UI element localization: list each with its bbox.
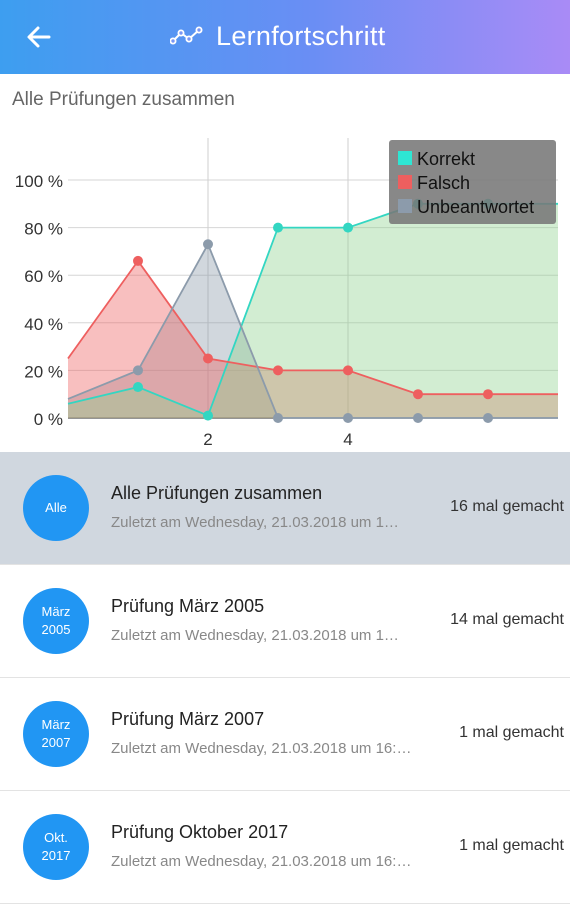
exam-avatar-label: März bbox=[41, 717, 71, 732]
data-point bbox=[413, 389, 423, 400]
exam-avatar-label: Alle bbox=[45, 500, 67, 515]
chart-section-title: Alle Prüfungen zusammen bbox=[12, 89, 235, 110]
x-tick-label: 4 bbox=[343, 430, 352, 449]
exam-last-taken: Zuletzt am Wednesday, 21.03.2018 um 16:… bbox=[111, 740, 412, 757]
legend-swatch bbox=[398, 151, 412, 165]
exam-avatar: Okt. 2017 bbox=[23, 814, 89, 880]
exam-title: Prüfung Oktober 2017 bbox=[111, 822, 289, 842]
y-tick-label: 40 % bbox=[24, 315, 63, 334]
exam-avatar-label: 2005 bbox=[41, 622, 71, 637]
data-point bbox=[203, 239, 213, 250]
exam-avatar-label: März bbox=[41, 604, 71, 619]
data-point bbox=[203, 353, 213, 364]
exam-list-item[interactable]: Alle Alle Prüfungen zusammen Zuletzt am We… bbox=[0, 452, 570, 565]
exam-avatar: März 2007 bbox=[23, 701, 89, 767]
exam-avatar-label: 2007 bbox=[41, 735, 71, 750]
legend-label: Unbeantwortet bbox=[417, 197, 534, 217]
data-point bbox=[273, 413, 283, 423]
progress-chart-icon bbox=[170, 26, 203, 45]
y-tick-label: 0 % bbox=[34, 410, 63, 429]
data-point bbox=[483, 389, 493, 400]
y-tick-label: 60 % bbox=[24, 267, 63, 286]
x-tick-label: 2 bbox=[203, 430, 212, 449]
data-point bbox=[133, 382, 143, 393]
exam-list-item[interactable]: Okt. 2017 Prüfung Oktober 2017 Zuletzt am W… bbox=[0, 791, 570, 904]
y-tick-label: 100 % bbox=[15, 172, 63, 191]
legend-swatch bbox=[398, 199, 412, 213]
series-area bbox=[68, 260, 558, 418]
legend-label: Korrekt bbox=[417, 149, 475, 169]
exam-last-taken: Zuletzt am Wednesday, 21.03.2018 um 1… bbox=[111, 627, 399, 644]
exam-title: Alle Prüfungen zusammen bbox=[111, 483, 323, 503]
exam-list-item[interactable]: März 2005 Prüfung März 2005 Zuletzt am Wedn… bbox=[0, 565, 570, 678]
legend-swatch bbox=[398, 175, 412, 189]
back-arrow-icon[interactable] bbox=[22, 20, 56, 54]
series-area bbox=[68, 244, 558, 418]
page-title: Lernfortschritt bbox=[216, 20, 386, 51]
app-bar: Lernfortschritt bbox=[0, 0, 570, 74]
data-point bbox=[343, 365, 353, 376]
exam-title: Prüfung März 2005 bbox=[111, 596, 265, 616]
progress-chart: 0 % 20 % 40 % 60 % 80 % 100 % 2 4 Korrekt Falsch U… bbox=[15, 138, 558, 449]
chart-legend bbox=[389, 140, 556, 224]
y-tick-label: 80 % bbox=[24, 220, 63, 239]
legend-label: Falsch bbox=[417, 173, 470, 193]
exam-avatar: Alle bbox=[23, 475, 89, 541]
data-point bbox=[343, 413, 353, 423]
data-point bbox=[133, 255, 143, 266]
data-point bbox=[483, 413, 493, 423]
data-point bbox=[343, 222, 353, 233]
exam-title: Prüfung März 2007 bbox=[111, 709, 265, 729]
exam-attempt-count: 1 mal gemacht bbox=[459, 837, 564, 854]
exam-avatar: März 2005 bbox=[23, 588, 89, 654]
exam-attempt-count: 16 mal gemacht bbox=[450, 498, 564, 515]
data-point bbox=[413, 413, 423, 423]
series-line bbox=[67, 259, 558, 396]
data-point bbox=[273, 365, 283, 376]
exam-attempt-count: 1 mal gemacht bbox=[459, 724, 564, 741]
data-point bbox=[133, 365, 143, 376]
exam-last-taken: Zuletzt am Wednesday, 21.03.2018 um 1… bbox=[111, 514, 399, 531]
exam-attempt-count: 14 mal gemacht bbox=[450, 611, 564, 628]
data-point bbox=[203, 410, 213, 421]
exam-avatar-label: Okt. bbox=[44, 830, 68, 845]
data-point bbox=[273, 222, 283, 233]
y-tick-label: 20 % bbox=[24, 362, 63, 381]
exam-list-item[interactable]: März 2007 Prüfung März 2007 Zuletzt am Wedn… bbox=[0, 678, 570, 791]
exam-list: Alle Alle Prüfungen zusammen Zuletzt am We… bbox=[0, 452, 570, 904]
exam-last-taken: Zuletzt am Wednesday, 21.03.2018 um 16:… bbox=[111, 853, 412, 870]
series-line bbox=[67, 242, 558, 419]
exam-avatar-label: 2017 bbox=[41, 848, 71, 863]
series-area bbox=[68, 203, 558, 418]
app-bar-title-group: Lernfortschritt bbox=[170, 16, 386, 56]
